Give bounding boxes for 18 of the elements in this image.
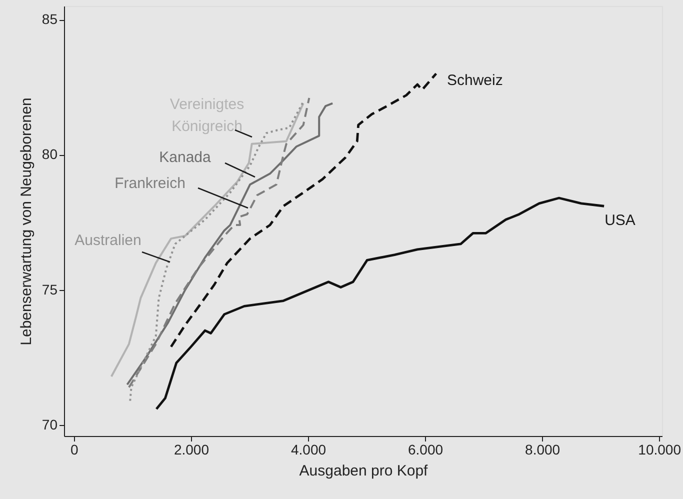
text: Frankreich (114, 175, 186, 192)
y-tick-label: 70 (42, 416, 58, 433)
series-label: USA (604, 212, 636, 229)
x-tick-label: 10.000 (638, 442, 682, 458)
x-tick-label: 0 (70, 442, 79, 458)
text: Kanada (159, 149, 212, 166)
series-label: Schweiz (447, 72, 503, 89)
x-tick-label: 4.000 (290, 442, 326, 458)
x-tick-label: 6.000 (408, 442, 444, 458)
y-tick-label: 75 (42, 281, 58, 298)
x-tick-label: 8.000 (525, 442, 560, 458)
x-tick-label: 2.000 (174, 442, 210, 458)
text: Australien (74, 232, 142, 249)
y-tick-label: 80 (42, 146, 58, 162)
x-axis-title: Ausgaben pro Kopf (299, 462, 429, 480)
y-tick-label: 85 (42, 11, 58, 28)
y-axis-title: Lebenserwartung von Neugeborenen (18, 98, 35, 346)
line-series (155, 196, 606, 410)
